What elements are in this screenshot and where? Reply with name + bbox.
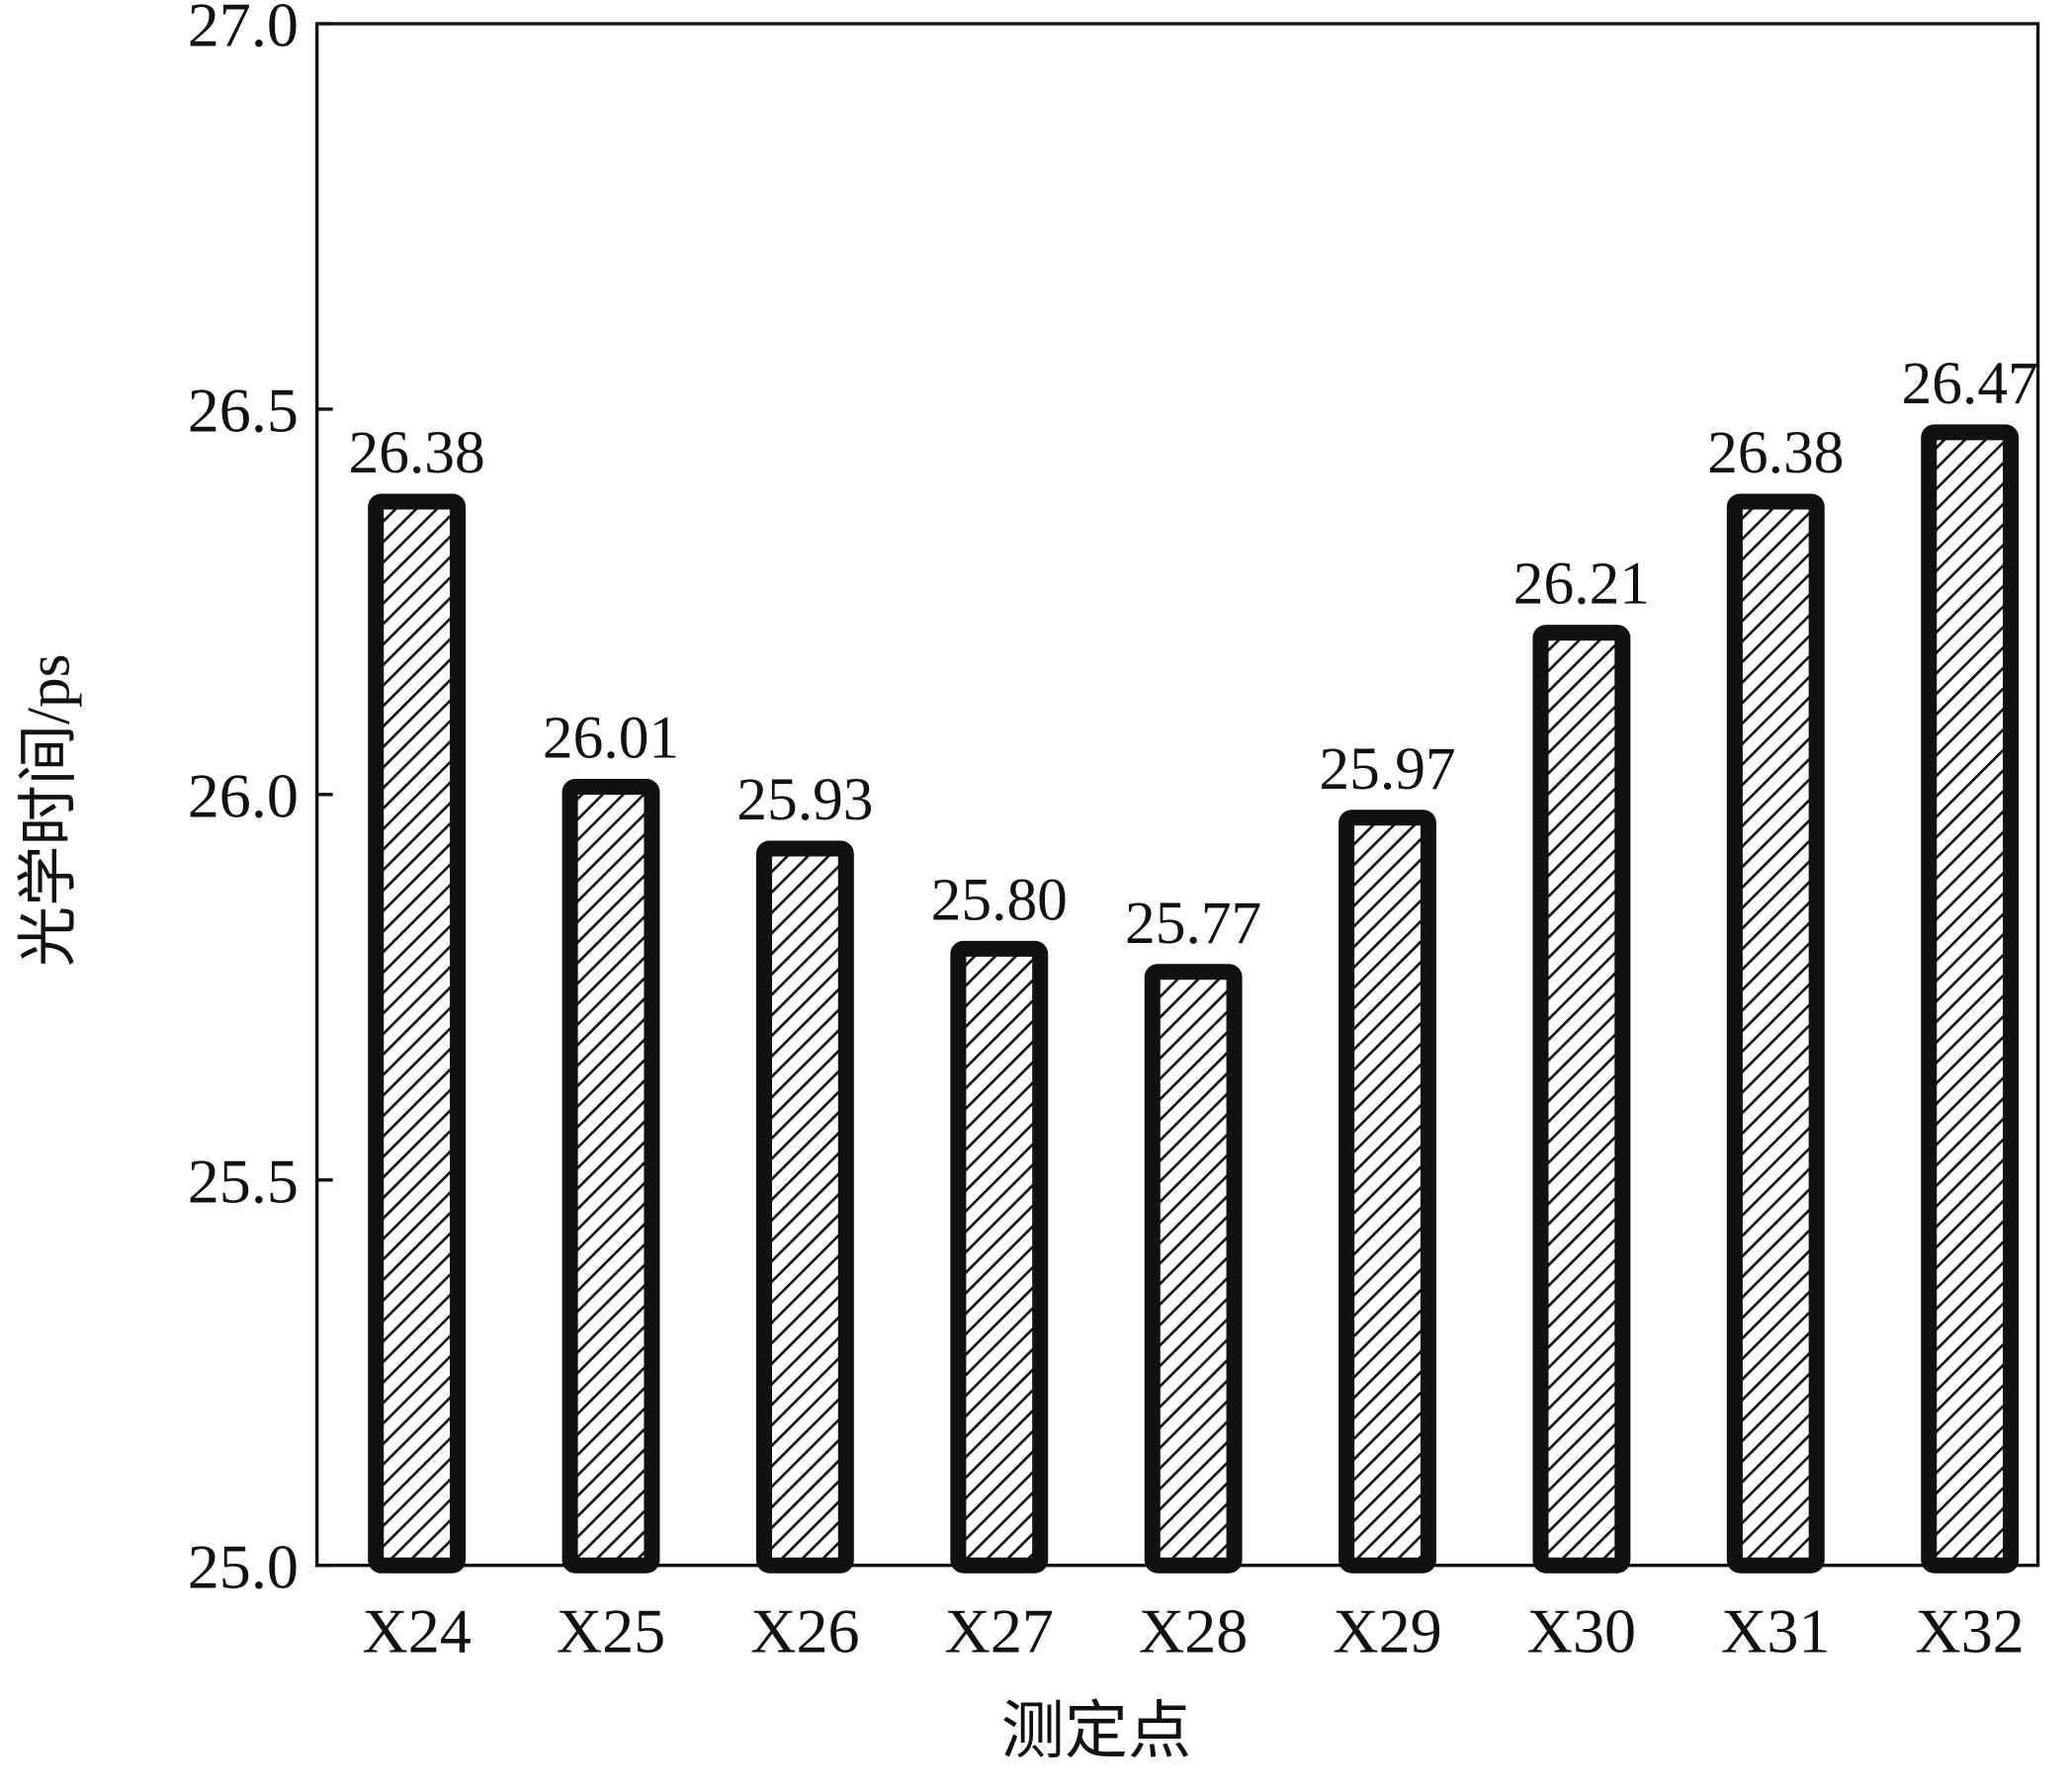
plot-frame — [314, 22, 2040, 1568]
x-tick-label: X32 — [1915, 1596, 2024, 1666]
bar — [368, 493, 467, 1574]
value-label: 25.97 — [1319, 735, 1455, 803]
bar — [1726, 493, 1825, 1574]
y-tick-label: 25.5 — [188, 1147, 299, 1217]
bar — [561, 779, 660, 1574]
y-tick-label: 26.5 — [188, 376, 299, 446]
bar — [1338, 810, 1436, 1574]
x-tick-label: X31 — [1721, 1596, 1830, 1666]
y-axis-label: 光学时间/ps — [15, 653, 82, 967]
x-tick-label: X28 — [1139, 1596, 1248, 1666]
x-tick-label: X25 — [557, 1596, 665, 1666]
y-tick-label: 27.0 — [188, 0, 299, 60]
value-label: 26.21 — [1513, 551, 1650, 618]
value-label: 25.77 — [1125, 890, 1261, 957]
x-axis-label: 测定点 — [1001, 1696, 1191, 1766]
x-tick-label: X27 — [945, 1596, 1054, 1666]
bar — [755, 840, 854, 1574]
value-label: 25.80 — [931, 867, 1068, 934]
value-label: 26.47 — [1902, 350, 2038, 417]
x-tick-label: X30 — [1527, 1596, 1636, 1666]
value-label: 26.38 — [1707, 419, 1844, 486]
value-label: 26.01 — [543, 705, 679, 772]
bar — [1144, 964, 1243, 1574]
x-tick-label: X26 — [750, 1596, 859, 1666]
value-label: 25.93 — [736, 766, 873, 833]
x-tick-label: X29 — [1333, 1596, 1441, 1666]
x-tick-label: X24 — [362, 1596, 471, 1666]
bar — [1532, 625, 1631, 1574]
y-tick-label: 26.0 — [188, 761, 299, 831]
value-label: 26.38 — [349, 419, 485, 486]
bar — [1921, 424, 2020, 1574]
y-tick-label: 25.0 — [188, 1531, 299, 1601]
bar — [950, 940, 1049, 1574]
